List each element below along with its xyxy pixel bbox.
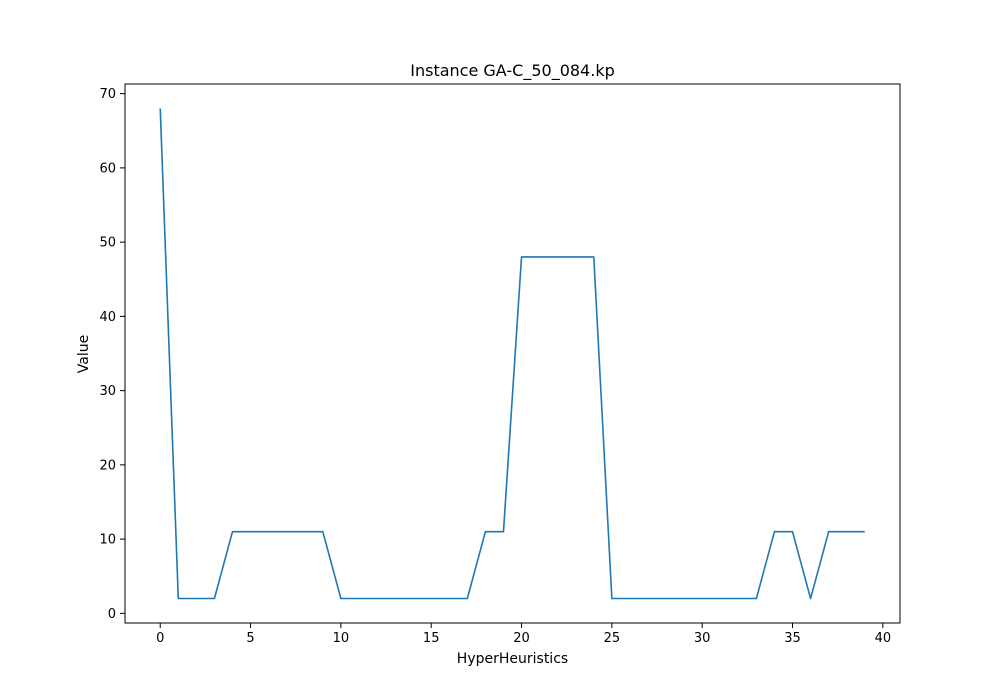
x-axis: 0 5 10 15 20 25 30 35 40 xyxy=(156,623,891,646)
data-point xyxy=(338,596,343,601)
y-axis-label: Value xyxy=(76,335,92,373)
y-tick-label: 50 xyxy=(99,236,116,251)
data-point xyxy=(230,529,235,534)
y-tick-label: 40 xyxy=(99,310,116,325)
data-point xyxy=(302,529,307,534)
x-tick-label: 15 xyxy=(423,631,440,646)
axes-frame xyxy=(124,83,901,624)
data-point xyxy=(700,596,705,601)
data-point xyxy=(555,254,560,259)
y-tick-label: 70 xyxy=(99,87,116,102)
data-point xyxy=(447,596,452,601)
data-point xyxy=(808,596,813,601)
data-point xyxy=(519,254,524,259)
data-point xyxy=(375,596,380,601)
data-point xyxy=(862,529,867,534)
data-point xyxy=(736,596,741,601)
data-point xyxy=(212,596,217,601)
data-point xyxy=(158,106,163,111)
chart-title: Instance GA-C_50_084.kp xyxy=(410,61,614,81)
data-point xyxy=(591,254,596,259)
x-tick-label: 20 xyxy=(513,631,530,646)
x-tick-label: 40 xyxy=(875,631,892,646)
data-point xyxy=(537,254,542,259)
y-tick-label: 0 xyxy=(108,607,116,622)
data-point xyxy=(411,596,416,601)
data-point xyxy=(573,254,578,259)
data-point xyxy=(284,529,289,534)
series-line xyxy=(159,108,865,600)
x-tick-label: 35 xyxy=(784,631,801,646)
x-tick-label: 25 xyxy=(604,631,621,646)
data-point xyxy=(627,596,632,601)
data-point xyxy=(248,529,253,534)
data-point xyxy=(718,596,723,601)
series-layer xyxy=(158,106,867,601)
x-tick-label: 5 xyxy=(246,631,254,646)
data-point xyxy=(266,529,271,534)
data-point xyxy=(645,596,650,601)
data-point xyxy=(609,596,614,601)
data-point xyxy=(826,529,831,534)
data-point xyxy=(501,529,506,534)
y-tick-label: 30 xyxy=(99,384,116,399)
data-point xyxy=(176,596,181,601)
data-point xyxy=(194,596,199,601)
data-point xyxy=(772,529,777,534)
data-point xyxy=(844,529,849,534)
data-point xyxy=(356,596,361,601)
data-point xyxy=(429,596,434,601)
data-point xyxy=(393,596,398,601)
x-tick-label: 30 xyxy=(694,631,711,646)
x-tick-label: 10 xyxy=(333,631,350,646)
y-tick-label: 10 xyxy=(99,533,116,548)
data-point xyxy=(754,596,759,601)
data-point xyxy=(682,596,687,601)
plot-area: 0 5 10 15 20 25 30 35 40 0 10 20 30 40 50 60 70 xyxy=(99,83,901,646)
data-point xyxy=(790,529,795,534)
x-tick-label: 0 xyxy=(156,631,164,646)
y-tick-label: 60 xyxy=(99,161,116,176)
data-point xyxy=(320,529,325,534)
data-point xyxy=(465,596,470,601)
y-tick-label: 20 xyxy=(99,458,116,473)
data-point xyxy=(483,529,488,534)
x-axis-label: HyperHeuristics xyxy=(457,651,568,667)
y-axis: 0 10 20 30 40 50 60 70 xyxy=(99,87,125,622)
data-point xyxy=(664,596,669,601)
